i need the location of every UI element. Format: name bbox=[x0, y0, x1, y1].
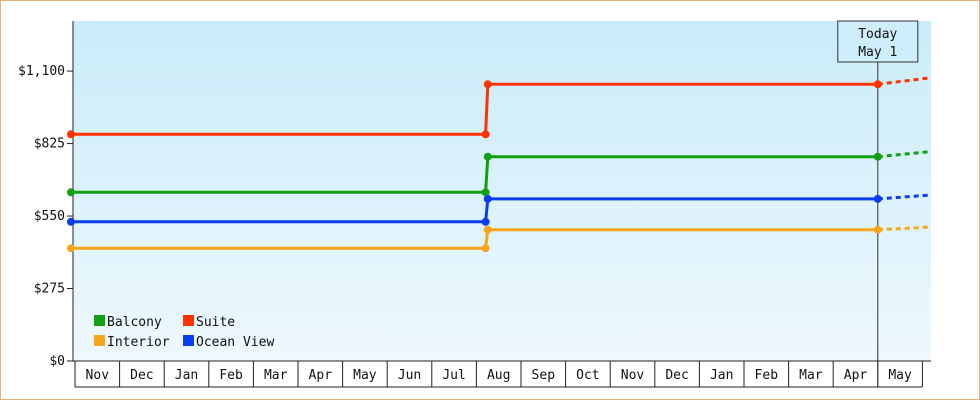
legend-label: Interior bbox=[107, 335, 170, 350]
data-point bbox=[873, 80, 882, 89]
month-label: Oct bbox=[576, 368, 599, 383]
legend-swatch bbox=[183, 315, 194, 326]
series-line-interior bbox=[71, 228, 878, 250]
data-point bbox=[483, 225, 492, 234]
data-point bbox=[483, 194, 492, 203]
month-label: Mar bbox=[264, 368, 288, 383]
y-tick-label: $1,100 bbox=[18, 64, 65, 79]
month-label: Dec bbox=[665, 368, 688, 383]
month-label: Apr bbox=[309, 368, 333, 383]
y-tick-label: $550 bbox=[34, 209, 65, 224]
data-point bbox=[67, 188, 75, 197]
legend-swatch bbox=[94, 335, 105, 346]
legend-label: Balcony bbox=[107, 315, 162, 330]
data-point bbox=[483, 152, 492, 161]
data-point bbox=[481, 217, 490, 226]
today-marker: Today May 1 bbox=[837, 20, 919, 387]
month-label: Dec bbox=[130, 368, 153, 383]
legend: Balcony Suite Interior Ocean View bbox=[94, 315, 274, 350]
x-axis: Nov Dec Jan Feb Mar Apr May Jun Jul Aug Sep Oct Nov D… bbox=[74, 361, 923, 388]
today-date-label: May 1 bbox=[858, 45, 897, 60]
legend-swatch bbox=[183, 335, 194, 346]
series-line-ocean-view bbox=[71, 197, 878, 224]
y-axis: $0 $275 $550 $825 $1,100 bbox=[18, 21, 931, 369]
month-label: Aug bbox=[487, 368, 510, 383]
data-point bbox=[67, 244, 75, 253]
data-point bbox=[483, 80, 492, 89]
month-label: Nov bbox=[86, 368, 110, 383]
data-point bbox=[67, 130, 75, 139]
data-point bbox=[873, 225, 882, 234]
y-tick-label: $275 bbox=[34, 282, 65, 297]
month-label: Jun bbox=[398, 368, 421, 383]
month-label: May bbox=[353, 368, 377, 383]
data-point bbox=[481, 188, 490, 197]
legend-label: Suite bbox=[196, 315, 235, 330]
month-label: Mar bbox=[799, 368, 823, 383]
month-label: Nov bbox=[621, 368, 645, 383]
month-label: Jul bbox=[442, 368, 465, 383]
data-point bbox=[481, 244, 490, 253]
y-tick-label: $0 bbox=[49, 354, 65, 369]
y-tick-label: $825 bbox=[34, 137, 65, 152]
series-line-suite bbox=[71, 82, 878, 136]
month-label: Sep bbox=[532, 368, 556, 383]
data-point bbox=[873, 152, 882, 161]
today-label: Today bbox=[858, 27, 897, 42]
month-label: Feb bbox=[219, 368, 243, 383]
data-point bbox=[873, 194, 882, 203]
data-point bbox=[67, 217, 75, 226]
month-label: May bbox=[888, 368, 912, 383]
series-line-balcony bbox=[71, 155, 878, 194]
today-box bbox=[837, 20, 919, 63]
month-label: Feb bbox=[755, 368, 779, 383]
month-label: Apr bbox=[844, 368, 868, 383]
data-point bbox=[481, 130, 490, 139]
month-label: Jan bbox=[710, 368, 733, 383]
series-layer bbox=[67, 76, 932, 253]
month-label: Jan bbox=[175, 368, 198, 383]
legend-label: Ocean View bbox=[196, 335, 274, 350]
legend-swatch bbox=[94, 315, 105, 326]
